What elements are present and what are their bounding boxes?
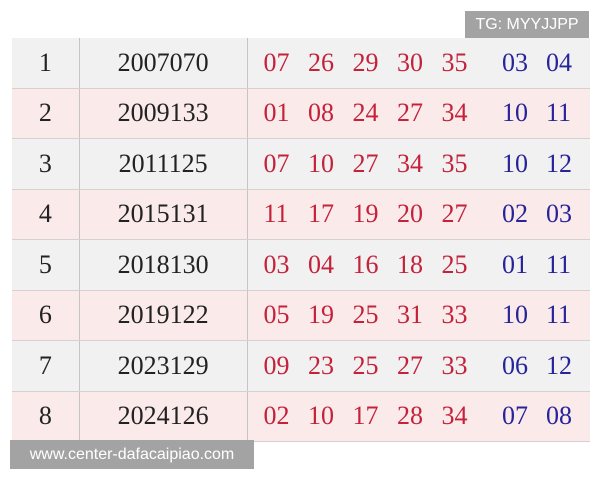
table-row: 7 2023129 09 23 25 27 33 06 12: [12, 341, 590, 392]
issue-number: 2019122: [80, 290, 248, 340]
issue-number: 2009133: [80, 88, 248, 138]
blue-ball: 11: [546, 300, 572, 330]
table-row: 5 2018130 03 04 16 18 25 01 11: [12, 240, 590, 291]
row-index: 8: [12, 391, 80, 441]
red-ball: 35: [441, 148, 468, 178]
blue-ball: 10: [502, 98, 528, 128]
red-ball: 18: [397, 249, 423, 279]
red-ball: 02: [263, 401, 290, 431]
red-ball: 16: [352, 249, 379, 279]
ball-numbers: 07 10 27 34 35 10 12: [248, 149, 591, 179]
ball-numbers: 07 26 29 30 35 03 04: [248, 48, 591, 78]
red-ball: 30: [397, 47, 423, 77]
red-ball: 35: [441, 47, 468, 77]
issue-number: 2015131: [80, 189, 248, 239]
ball-numbers: 03 04 16 18 25 01 11: [248, 250, 591, 280]
blue-ball: 11: [546, 98, 572, 128]
table-row: 2 2009133 01 08 24 27 34 10 11: [12, 88, 591, 139]
red-ball: 04: [308, 249, 334, 279]
blue-ball: 06: [502, 350, 528, 380]
table-row: 3 2011125 07 10 27 34 35 10 12: [12, 139, 590, 190]
blue-ball: 11: [546, 249, 572, 279]
red-ball: 27: [397, 98, 423, 128]
table-row: 1 2007070 07 26 29 30 35 03 04: [12, 38, 590, 89]
issue-number: 2024126: [80, 391, 248, 441]
red-ball: 27: [352, 148, 379, 178]
results-table: 1 2007070 07 26 29 30 35 03 04 2 2009133 01 08 24…: [12, 38, 590, 442]
red-ball: 10: [308, 401, 334, 431]
red-ball: 08: [308, 98, 334, 128]
blue-ball: 07: [502, 401, 528, 431]
watermark-url: www.center-dafacaipiao.com: [10, 440, 254, 469]
red-ball: 25: [441, 249, 468, 279]
row-index: 7: [12, 341, 80, 391]
table-row: 8 2024126 02 10 17 28 34 07 08: [12, 391, 591, 442]
blue-ball: 03: [502, 47, 528, 77]
watermark-tg: TG: MYYJJPP: [465, 11, 589, 39]
table-row: 4 2015131 11 17 19 20 27 02 03: [12, 189, 591, 240]
red-ball: 34: [441, 401, 468, 431]
issue-number: 2018130: [80, 240, 248, 290]
blue-ball: 04: [546, 47, 572, 77]
red-ball: 03: [263, 249, 290, 279]
red-ball: 07: [263, 47, 290, 77]
red-ball: 07: [263, 148, 290, 178]
red-ball: 05: [263, 300, 290, 330]
ball-numbers: 02 10 17 28 34 07 08: [248, 401, 591, 431]
row-index: 6: [12, 290, 80, 340]
row-index: 5: [12, 240, 80, 290]
ball-numbers: 05 19 25 31 33 10 11: [248, 300, 591, 330]
blue-ball: 02: [502, 199, 528, 229]
row-index: 3: [12, 139, 80, 189]
red-ball: 28: [397, 401, 423, 431]
blue-ball: 10: [502, 300, 528, 330]
red-ball: 31: [397, 300, 423, 330]
red-ball: 29: [352, 47, 379, 77]
blue-ball: 08: [546, 401, 572, 431]
red-ball: 17: [352, 401, 379, 431]
blue-ball: 12: [546, 350, 572, 380]
red-ball: 27: [397, 350, 423, 380]
issue-number: 2011125: [80, 139, 248, 189]
row-index: 4: [12, 189, 80, 239]
red-ball: 27: [441, 199, 468, 229]
red-ball: 19: [308, 300, 334, 330]
red-ball: 19: [352, 199, 379, 229]
blue-ball: 10: [502, 148, 528, 178]
red-ball: 26: [308, 47, 334, 77]
red-ball: 11: [263, 199, 289, 229]
row-index: 1: [12, 38, 80, 88]
ball-numbers: 01 08 24 27 34 10 11: [248, 98, 591, 128]
red-ball: 10: [308, 148, 334, 178]
ball-numbers: 11 17 19 20 27 02 03: [248, 199, 591, 229]
red-ball: 33: [441, 350, 468, 380]
red-ball: 09: [263, 350, 290, 380]
red-ball: 25: [352, 300, 379, 330]
table-row: 6 2019122 05 19 25 31 33 10 11: [12, 290, 591, 341]
blue-ball: 01: [502, 249, 528, 279]
red-ball: 34: [441, 98, 468, 128]
red-ball: 24: [352, 98, 379, 128]
red-ball: 25: [352, 350, 379, 380]
blue-ball: 12: [546, 148, 572, 178]
red-ball: 33: [441, 300, 468, 330]
issue-number: 2023129: [80, 341, 248, 391]
ball-numbers: 09 23 25 27 33 06 12: [248, 351, 591, 381]
blue-ball: 03: [546, 199, 572, 229]
red-ball: 23: [308, 350, 334, 380]
red-ball: 20: [397, 199, 423, 229]
row-index: 2: [12, 88, 80, 138]
red-ball: 01: [263, 98, 290, 128]
issue-number: 2007070: [80, 38, 248, 88]
red-ball: 34: [397, 148, 423, 178]
red-ball: 17: [308, 199, 334, 229]
